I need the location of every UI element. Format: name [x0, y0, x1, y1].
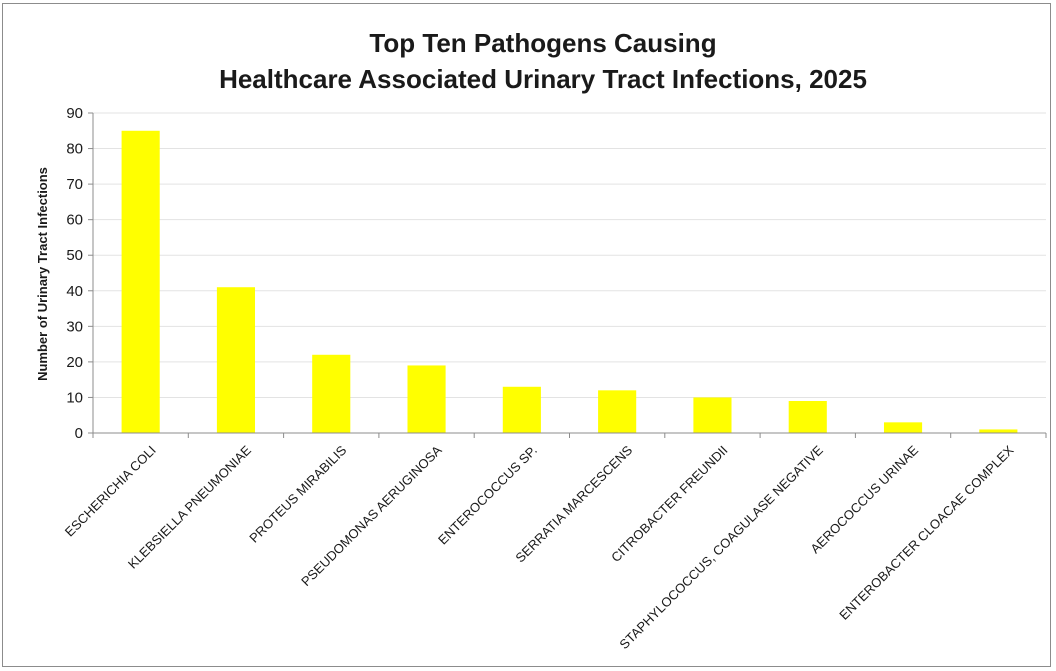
bar [216, 287, 256, 433]
x-tick-label: AEROCOCCUS URINAE [807, 442, 921, 556]
x-tick-label: PROTEUS MIRABILIS [246, 442, 349, 545]
chart-frame: Top Ten Pathogens Causing Healthcare Ass… [2, 3, 1051, 667]
bar [121, 130, 160, 433]
y-tick-labels: 0 10 20 30 40 50 60 70 80 90 [66, 105, 83, 442]
bar [598, 390, 637, 433]
chart-title-line-1: Top Ten Pathogens Causing [369, 28, 716, 58]
y-tick-label: 30 [66, 318, 83, 335]
y-tick-label: 80 [66, 141, 83, 158]
x-tick-label: ENTEROCOCCUS SP. [435, 443, 540, 548]
y-tick-label: 90 [66, 105, 83, 122]
x-tick-label: ESCHERICHIA COLI [62, 443, 159, 540]
bar [979, 429, 1018, 433]
y-tick-label: 0 [75, 425, 83, 442]
y-axis-label: Number of Urinary Tract Infections [35, 167, 50, 381]
y-tick-label: 60 [66, 212, 83, 229]
x-tick-label: ENTEROBACTER CLOACAE COMPLEX [836, 442, 1016, 622]
bar [788, 401, 827, 433]
y-tick-label: 40 [66, 283, 83, 300]
bar [312, 354, 351, 433]
bar-chart: Top Ten Pathogens Causing Healthcare Ass… [35, 28, 1047, 652]
y-tick-label: 10 [66, 389, 83, 406]
bar [407, 365, 446, 433]
y-tick-label: 70 [66, 176, 83, 193]
x-tick-label: STAPHYLOCOCCUS, COAGULASE NEGATIVE [616, 442, 826, 652]
y-tick-label: 20 [66, 354, 83, 371]
bar [502, 386, 541, 433]
axes [88, 112, 1047, 438]
bars [121, 130, 1018, 433]
bar [693, 397, 732, 433]
bar [883, 422, 923, 433]
chart-title-line-2: Healthcare Associated Urinary Tract Infe… [219, 64, 867, 94]
y-tick-label: 50 [66, 247, 83, 264]
